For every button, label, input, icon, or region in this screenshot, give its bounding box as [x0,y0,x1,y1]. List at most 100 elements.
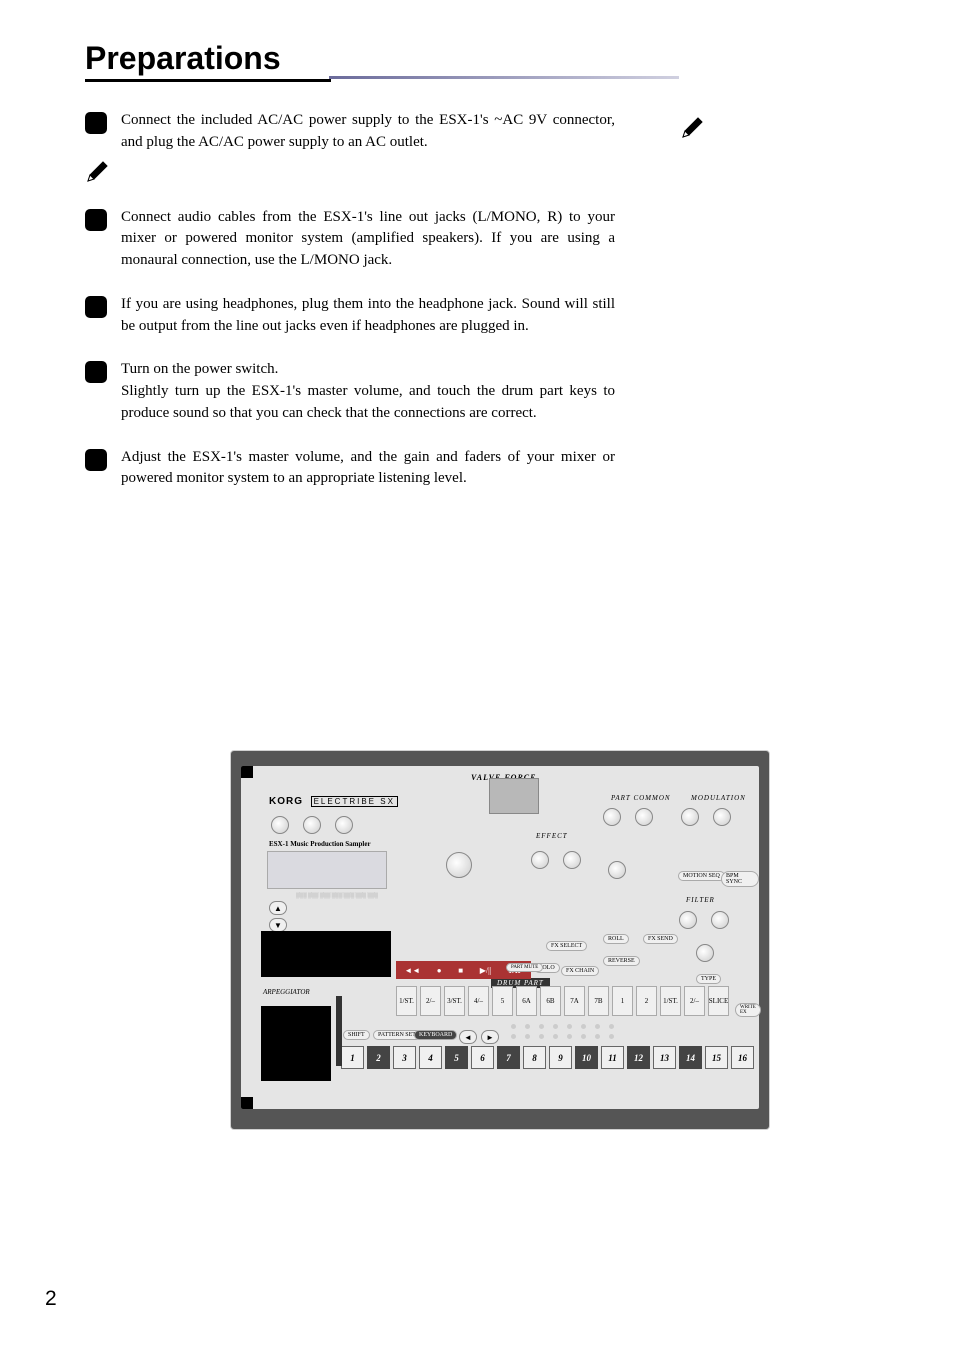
led [609,1034,614,1039]
step-button[interactable]: 12 [627,1046,650,1069]
part-pad[interactable]: 2/– [684,986,705,1016]
part-pad[interactable]: 2 [636,986,657,1016]
led [609,1024,614,1029]
part-pad[interactable]: 1 [612,986,633,1016]
knob-cutoff[interactable] [679,911,697,929]
step-marker [85,112,107,134]
step-marker [85,361,107,383]
device-panel: VALVE FORCE KORG ELECTRIBE SX ESX-1 Musi… [241,766,759,1109]
part-common-knobs [603,808,653,826]
part-pad[interactable]: 3/ST. [444,986,465,1016]
part-pad[interactable]: 5 [492,986,513,1016]
step-text: Adjust the ESX-1's master volume, and th… [121,447,615,491]
transport-rec[interactable]: ● [437,966,442,975]
edit-select-button[interactable]: FX SELECT [546,941,587,951]
step-2: Connect audio cables from the ESX-1's li… [85,207,615,272]
fx-send-button[interactable]: FX SEND [643,934,678,944]
step-button[interactable]: 8 [523,1046,546,1069]
transport-rew[interactable]: ◄◄ [404,966,420,975]
filter-knobs [679,911,729,929]
write-ex-button[interactable]: WRITE EX [735,1003,761,1017]
step-button[interactable]: 14 [679,1046,702,1069]
keyboard-button[interactable]: KEYBOARD [414,1030,457,1040]
shift-button[interactable]: SHIFT [343,1030,370,1040]
step-button[interactable]: 2 [367,1046,390,1069]
knob-fx-edit-2[interactable] [563,851,581,869]
part-pad[interactable]: 1/ST. [660,986,681,1016]
led [595,1024,600,1029]
knob-tube-gain[interactable] [303,816,321,834]
arpeggiator-slider[interactable] [336,996,342,1066]
part-mute-button[interactable]: PART MUTE [506,963,543,972]
modulation-label: MODULATION [691,794,746,802]
page-heading: Preparations [85,40,331,82]
roll-button[interactable]: ROLL [603,934,629,944]
led [567,1024,572,1029]
part-pad[interactable]: 2/– [420,986,441,1016]
step-left[interactable]: ◄ [459,1030,477,1044]
step-button[interactable]: 5 [445,1046,468,1069]
reverse-button[interactable]: REVERSE [603,956,640,966]
fx-knobs [531,851,581,869]
effect-label: EFFECT [536,832,568,840]
led-row-top [511,1024,614,1029]
step-right[interactable]: ► [481,1030,499,1044]
led [511,1034,516,1039]
step-button[interactable]: 9 [549,1046,572,1069]
part-pad[interactable]: 4/– [468,986,489,1016]
led [539,1024,544,1029]
type-button[interactable]: TYPE [696,974,721,984]
step-button[interactable]: 4 [419,1046,442,1069]
cursor-down[interactable]: ▼ [269,918,287,932]
step-button[interactable]: 16 [731,1046,754,1069]
step-button[interactable]: 7 [497,1046,520,1069]
knob-audio-in[interactable] [335,816,353,834]
part-pad[interactable]: 6A [516,986,537,1016]
master-knobs [271,816,353,834]
tube-window [489,778,539,814]
cursor-updown: ▲ ▼ [269,901,287,932]
step-button[interactable]: 15 [705,1046,728,1069]
product-name: ESX-1 Music Production Sampler [269,840,371,848]
knob-resonance[interactable] [711,911,729,929]
step-button[interactable]: 11 [601,1046,624,1069]
arpeggiator-label: ARPEGGIATOR [263,988,310,996]
step-button[interactable]: 3 [393,1046,416,1069]
fx-chain-button[interactable]: FX CHAIN [561,966,599,976]
value-dial[interactable] [446,852,472,878]
part-pad[interactable]: 7A [564,986,585,1016]
step-1: Connect the included AC/AC power supply … [85,110,615,154]
part-pad[interactable]: 6B [540,986,561,1016]
lcd-display [267,851,387,889]
transport-stop[interactable]: ■ [458,966,463,975]
part-pad[interactable]: 7B [588,986,609,1016]
motion-seq-button[interactable]: MOTION SEQ [678,871,725,881]
transport-play[interactable]: ▶/|| [480,966,492,975]
step-buttons: 12345678910111213141516 [341,1046,754,1069]
knob-pan[interactable] [635,808,653,826]
step-button[interactable]: 10 [575,1046,598,1069]
part-pads: 1/ST.2/–3/ST.4/–56A6B7A7B121/ST.2/–SLICE [396,986,729,1016]
part-pad[interactable]: 1/ST. [396,986,417,1016]
cursor-up[interactable]: ▲ [269,901,287,915]
step-marker [85,296,107,318]
modulation-knobs [681,808,731,826]
knob-eg-int[interactable] [696,944,714,962]
knob-master-volume[interactable] [271,816,289,834]
step-button[interactable]: 13 [653,1046,676,1069]
knob-start-point[interactable] [608,861,626,879]
knob-speed[interactable] [681,808,699,826]
knob-fx-edit-1[interactable] [531,851,549,869]
step-5: Adjust the ESX-1's master volume, and th… [85,447,615,491]
step-arrows: ◄ ► [459,1030,499,1044]
bpm-sync-button[interactable]: BPM SYNC [721,871,759,887]
step-button[interactable]: 1 [341,1046,364,1069]
led [567,1034,572,1039]
xy-pad[interactable] [261,1006,331,1081]
step-marker [85,449,107,471]
part-pad[interactable]: SLICE [708,986,729,1016]
knob-pitch[interactable] [603,808,621,826]
step-button[interactable]: 6 [471,1046,494,1069]
knob-depth[interactable] [713,808,731,826]
ribbon-controller-area[interactable] [261,931,391,977]
